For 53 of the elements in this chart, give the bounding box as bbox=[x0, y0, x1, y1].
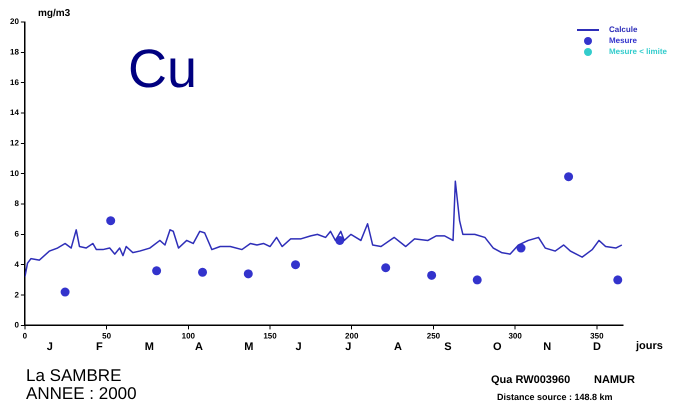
point bbox=[564, 172, 574, 182]
text: D bbox=[592, 341, 601, 354]
y-tick-label: 0 bbox=[14, 320, 20, 330]
x-tick-label: 300 bbox=[508, 331, 522, 340]
text: A bbox=[394, 341, 402, 354]
point bbox=[381, 263, 390, 272]
y-axis-title: mg/m3 bbox=[38, 8, 70, 19]
y-tick-label: 8 bbox=[14, 199, 20, 208]
point bbox=[152, 266, 162, 276]
legend-label: Mesure bbox=[608, 35, 637, 46]
text: M bbox=[244, 341, 254, 354]
x-tick-label: 0 bbox=[22, 331, 28, 340]
chart-title: Cu bbox=[128, 38, 198, 100]
text: J bbox=[295, 341, 302, 354]
legend-label: Calcule bbox=[608, 24, 638, 35]
y-tick-label: 16 bbox=[10, 78, 20, 87]
text: J bbox=[46, 341, 53, 354]
text: A bbox=[195, 341, 203, 354]
point bbox=[60, 288, 70, 297]
text: ANNEE : 2000 bbox=[26, 384, 137, 404]
y-tick-label: 10 bbox=[10, 168, 20, 178]
point bbox=[613, 275, 622, 284]
x-tick-label: 250 bbox=[426, 331, 441, 340]
text: Distance source : 148.8 km bbox=[497, 392, 613, 402]
x-tick-label: 200 bbox=[345, 331, 359, 340]
y-tick-label: 14 bbox=[10, 108, 20, 118]
y-tick-label: 4 bbox=[14, 260, 20, 269]
text: La SAMBRE bbox=[26, 366, 122, 386]
point bbox=[291, 260, 300, 270]
point bbox=[427, 270, 436, 280]
y-tick-label: 20 bbox=[10, 17, 20, 26]
text: J bbox=[345, 341, 352, 354]
y-tick-label: 6 bbox=[14, 230, 20, 239]
point bbox=[472, 275, 482, 284]
legend-label: Mesure < limite bbox=[608, 46, 667, 57]
point bbox=[198, 268, 208, 277]
x-tick-label: 150 bbox=[263, 331, 278, 340]
text: N bbox=[543, 341, 552, 354]
point bbox=[106, 216, 116, 226]
text: O bbox=[492, 341, 502, 354]
text: M bbox=[144, 341, 154, 354]
x-tick-label: 350 bbox=[590, 331, 604, 340]
text: NAMUR bbox=[594, 374, 635, 386]
text: S bbox=[444, 341, 452, 354]
y-tick-label: 12 bbox=[10, 138, 20, 148]
x-tick-label: 50 bbox=[102, 331, 112, 340]
x-axis-title: jours bbox=[636, 340, 663, 352]
text: Qua RW003960 bbox=[491, 374, 570, 386]
text: F bbox=[96, 341, 103, 354]
point bbox=[244, 269, 253, 278]
x-tick-label: 100 bbox=[182, 331, 196, 340]
y-tick-label: 18 bbox=[10, 48, 20, 57]
y-tick-label: 2 bbox=[14, 290, 20, 300]
